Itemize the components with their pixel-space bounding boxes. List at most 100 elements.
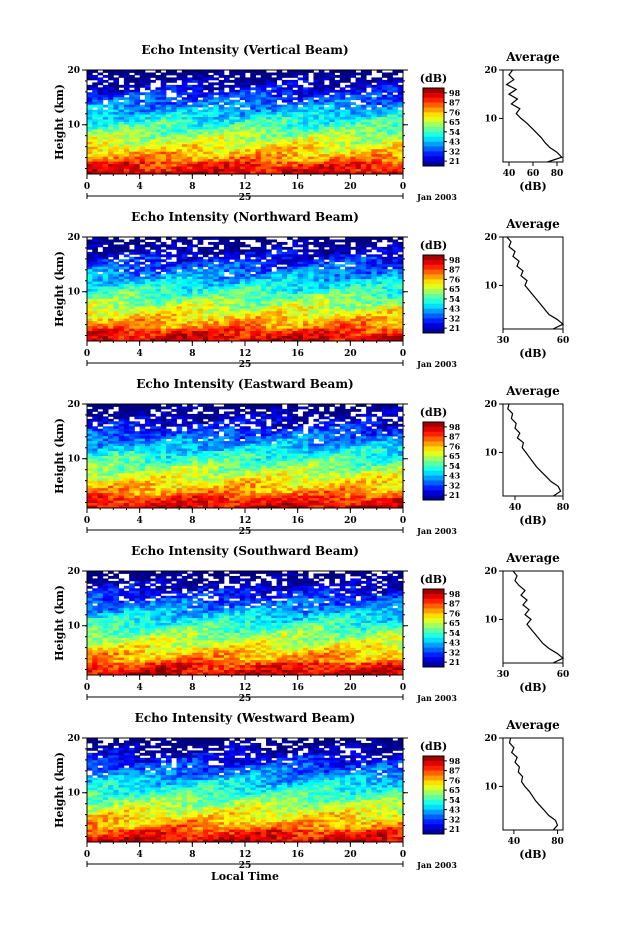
heatmap-cell — [334, 338, 341, 342]
heatmap-cell — [223, 281, 230, 285]
heatmap-cell — [234, 316, 241, 320]
heatmap-cell — [350, 289, 356, 292]
heatmap-cell — [318, 82, 325, 86]
heatmap-cell — [202, 308, 209, 312]
heatmap-cell — [276, 241, 283, 245]
heatmap-cell — [139, 92, 146, 96]
heatmap-cell — [176, 301, 183, 305]
heatmap-cell — [208, 99, 214, 103]
heatmap-cell — [371, 313, 378, 317]
heatmap-cell — [276, 259, 283, 263]
heatmap-cell — [397, 254, 404, 258]
heatmap-cell — [181, 293, 188, 297]
heatmap-cell — [229, 94, 235, 98]
heatmap-cell — [134, 318, 141, 322]
heatmap-cell — [118, 151, 125, 155]
heatmap-cell — [123, 82, 130, 86]
heatmap-cell — [245, 274, 251, 278]
average-title: Average — [505, 50, 560, 64]
heatmap-cell — [276, 107, 283, 111]
heatmap-cell — [287, 323, 293, 327]
heatmap-cell — [97, 154, 104, 158]
heatmap-cell — [397, 102, 404, 106]
heatmap-cell — [92, 144, 98, 148]
heatmap-cell — [287, 131, 293, 135]
heatmap-cell — [266, 84, 272, 88]
heatmap-cell — [218, 296, 225, 300]
heatmap-cell — [229, 269, 235, 273]
heatmap-cell — [208, 404, 214, 407]
heatmap-cell — [155, 271, 162, 275]
heatmap-cell — [166, 77, 172, 81]
heatmap-cell — [176, 293, 183, 297]
heatmap-cell — [360, 291, 367, 295]
heatmap-cell — [360, 119, 367, 123]
heatmap-cell — [171, 244, 177, 248]
heatmap-cell — [92, 156, 98, 160]
heatmap-cell — [202, 139, 209, 143]
heatmap-cell — [234, 246, 241, 250]
heatmap-cell — [376, 274, 383, 278]
heatmap-cell — [218, 338, 225, 342]
heatmap-cell — [387, 124, 393, 128]
heatmap-cell — [144, 404, 151, 407]
colorbar — [423, 88, 444, 167]
heatmap-cell — [276, 136, 283, 140]
heatmap-cell — [334, 276, 341, 280]
heatmap-cell — [102, 164, 109, 167]
heatmap-cell — [339, 102, 346, 106]
heatmap-cell — [350, 311, 356, 315]
heatmap-cell — [134, 321, 141, 325]
heatmap-cell — [392, 161, 399, 165]
heatmap-cell — [376, 139, 383, 143]
colorbar-tick-label: 43 — [449, 304, 461, 314]
heatmap-cell — [276, 92, 283, 96]
heatmap-cell — [108, 298, 114, 302]
heatmap-cell — [176, 156, 183, 160]
heatmap-cell — [276, 139, 283, 143]
heatmap-cell — [155, 87, 162, 91]
heatmap-cell — [392, 274, 399, 278]
heatmap-cell — [255, 331, 262, 334]
heatmap-cell — [176, 139, 183, 143]
heatmap-cell — [123, 321, 130, 325]
heatmap-cell — [202, 279, 209, 282]
heatmap-cell — [92, 139, 98, 143]
heatmap-cell — [360, 156, 367, 160]
heatmap-cell — [334, 318, 341, 322]
heatmap-cell — [397, 331, 404, 334]
heatmap-cell — [118, 122, 125, 125]
heatmap-cell — [223, 321, 230, 325]
heatmap-cell — [324, 161, 330, 165]
heatmap-cell — [129, 328, 135, 332]
heatmap-cell — [113, 291, 119, 295]
heatmap-cell — [287, 328, 293, 332]
heatmap-cell — [187, 109, 193, 113]
heatmap-cell — [102, 79, 109, 83]
heatmap-cell — [318, 109, 325, 113]
heatmap-cell — [292, 308, 299, 312]
heatmap-cell — [234, 146, 241, 150]
heatmap-cell — [129, 77, 135, 81]
heatmap-cell — [334, 99, 341, 103]
heatmap-cell — [123, 241, 130, 245]
heatmap-cell — [192, 129, 198, 133]
heatmap-cell — [123, 97, 130, 101]
heatmap-cell — [129, 144, 135, 148]
heatmap-cell — [202, 99, 209, 103]
heatmap-cell — [313, 326, 320, 330]
average-y-tick-label: 20 — [484, 66, 497, 76]
heatmap-cell — [260, 149, 267, 153]
heatmap-cell — [113, 244, 119, 248]
heatmap-cell — [345, 77, 351, 81]
heatmap-cell — [302, 293, 309, 297]
heatmap-cell — [197, 296, 204, 300]
heatmap-cell — [123, 271, 130, 275]
heatmap-cell — [381, 338, 388, 342]
heatmap-cell — [366, 97, 372, 101]
heatmap-cell — [297, 126, 304, 130]
heatmap-cell — [355, 139, 362, 143]
heatmap-cell — [213, 323, 220, 327]
heatmap-cell — [339, 281, 346, 285]
heatmap-cell — [302, 279, 309, 282]
